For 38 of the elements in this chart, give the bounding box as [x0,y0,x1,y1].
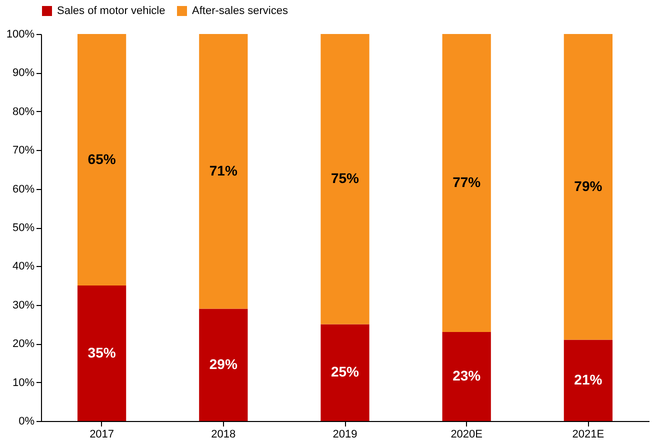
y-tick-label: 20% [12,338,35,350]
data-label: 25% [330,364,360,380]
data-label: 35% [88,344,116,360]
y-tick-label: 0% [18,416,35,428]
data-label: 65% [88,150,116,167]
x-tick-label: 2018 [211,428,236,440]
data-label: 77% [452,174,482,190]
y-tick-label: 50% [12,222,35,234]
data-label: 75% [330,170,360,186]
y-tick-label: 60% [12,183,35,196]
data-label: 71% [209,162,238,178]
bar [442,332,491,421]
bar [564,340,613,421]
x-tick-label: 2017 [90,428,114,440]
bar [199,34,248,309]
data-label: 29% [209,356,238,372]
x-tick-label: 2019 [332,428,358,440]
bar [77,34,126,286]
bar [320,324,370,421]
bar [199,308,248,421]
y-tick-label: 30% [12,299,35,312]
bar [442,34,491,332]
y-tick-label: 90% [12,67,35,80]
bar [564,34,613,340]
bar [320,34,370,324]
y-tick-label: 40% [12,260,35,273]
data-label: 79% [574,178,603,194]
x-tick-label: 2021E [572,428,604,440]
y-tick-label: 80% [12,106,35,118]
y-tick-label: 100% [6,28,35,40]
x-tick-label: 2020E [450,428,483,440]
legend-label: After-sales services [192,5,288,17]
data-label: 21% [574,371,603,388]
bar [77,286,126,421]
legend-label: Sales of motor vehicle [57,5,166,17]
y-tick-label: 10% [12,376,35,389]
y-tick-label: 70% [12,144,35,157]
data-label: 23% [452,367,482,384]
